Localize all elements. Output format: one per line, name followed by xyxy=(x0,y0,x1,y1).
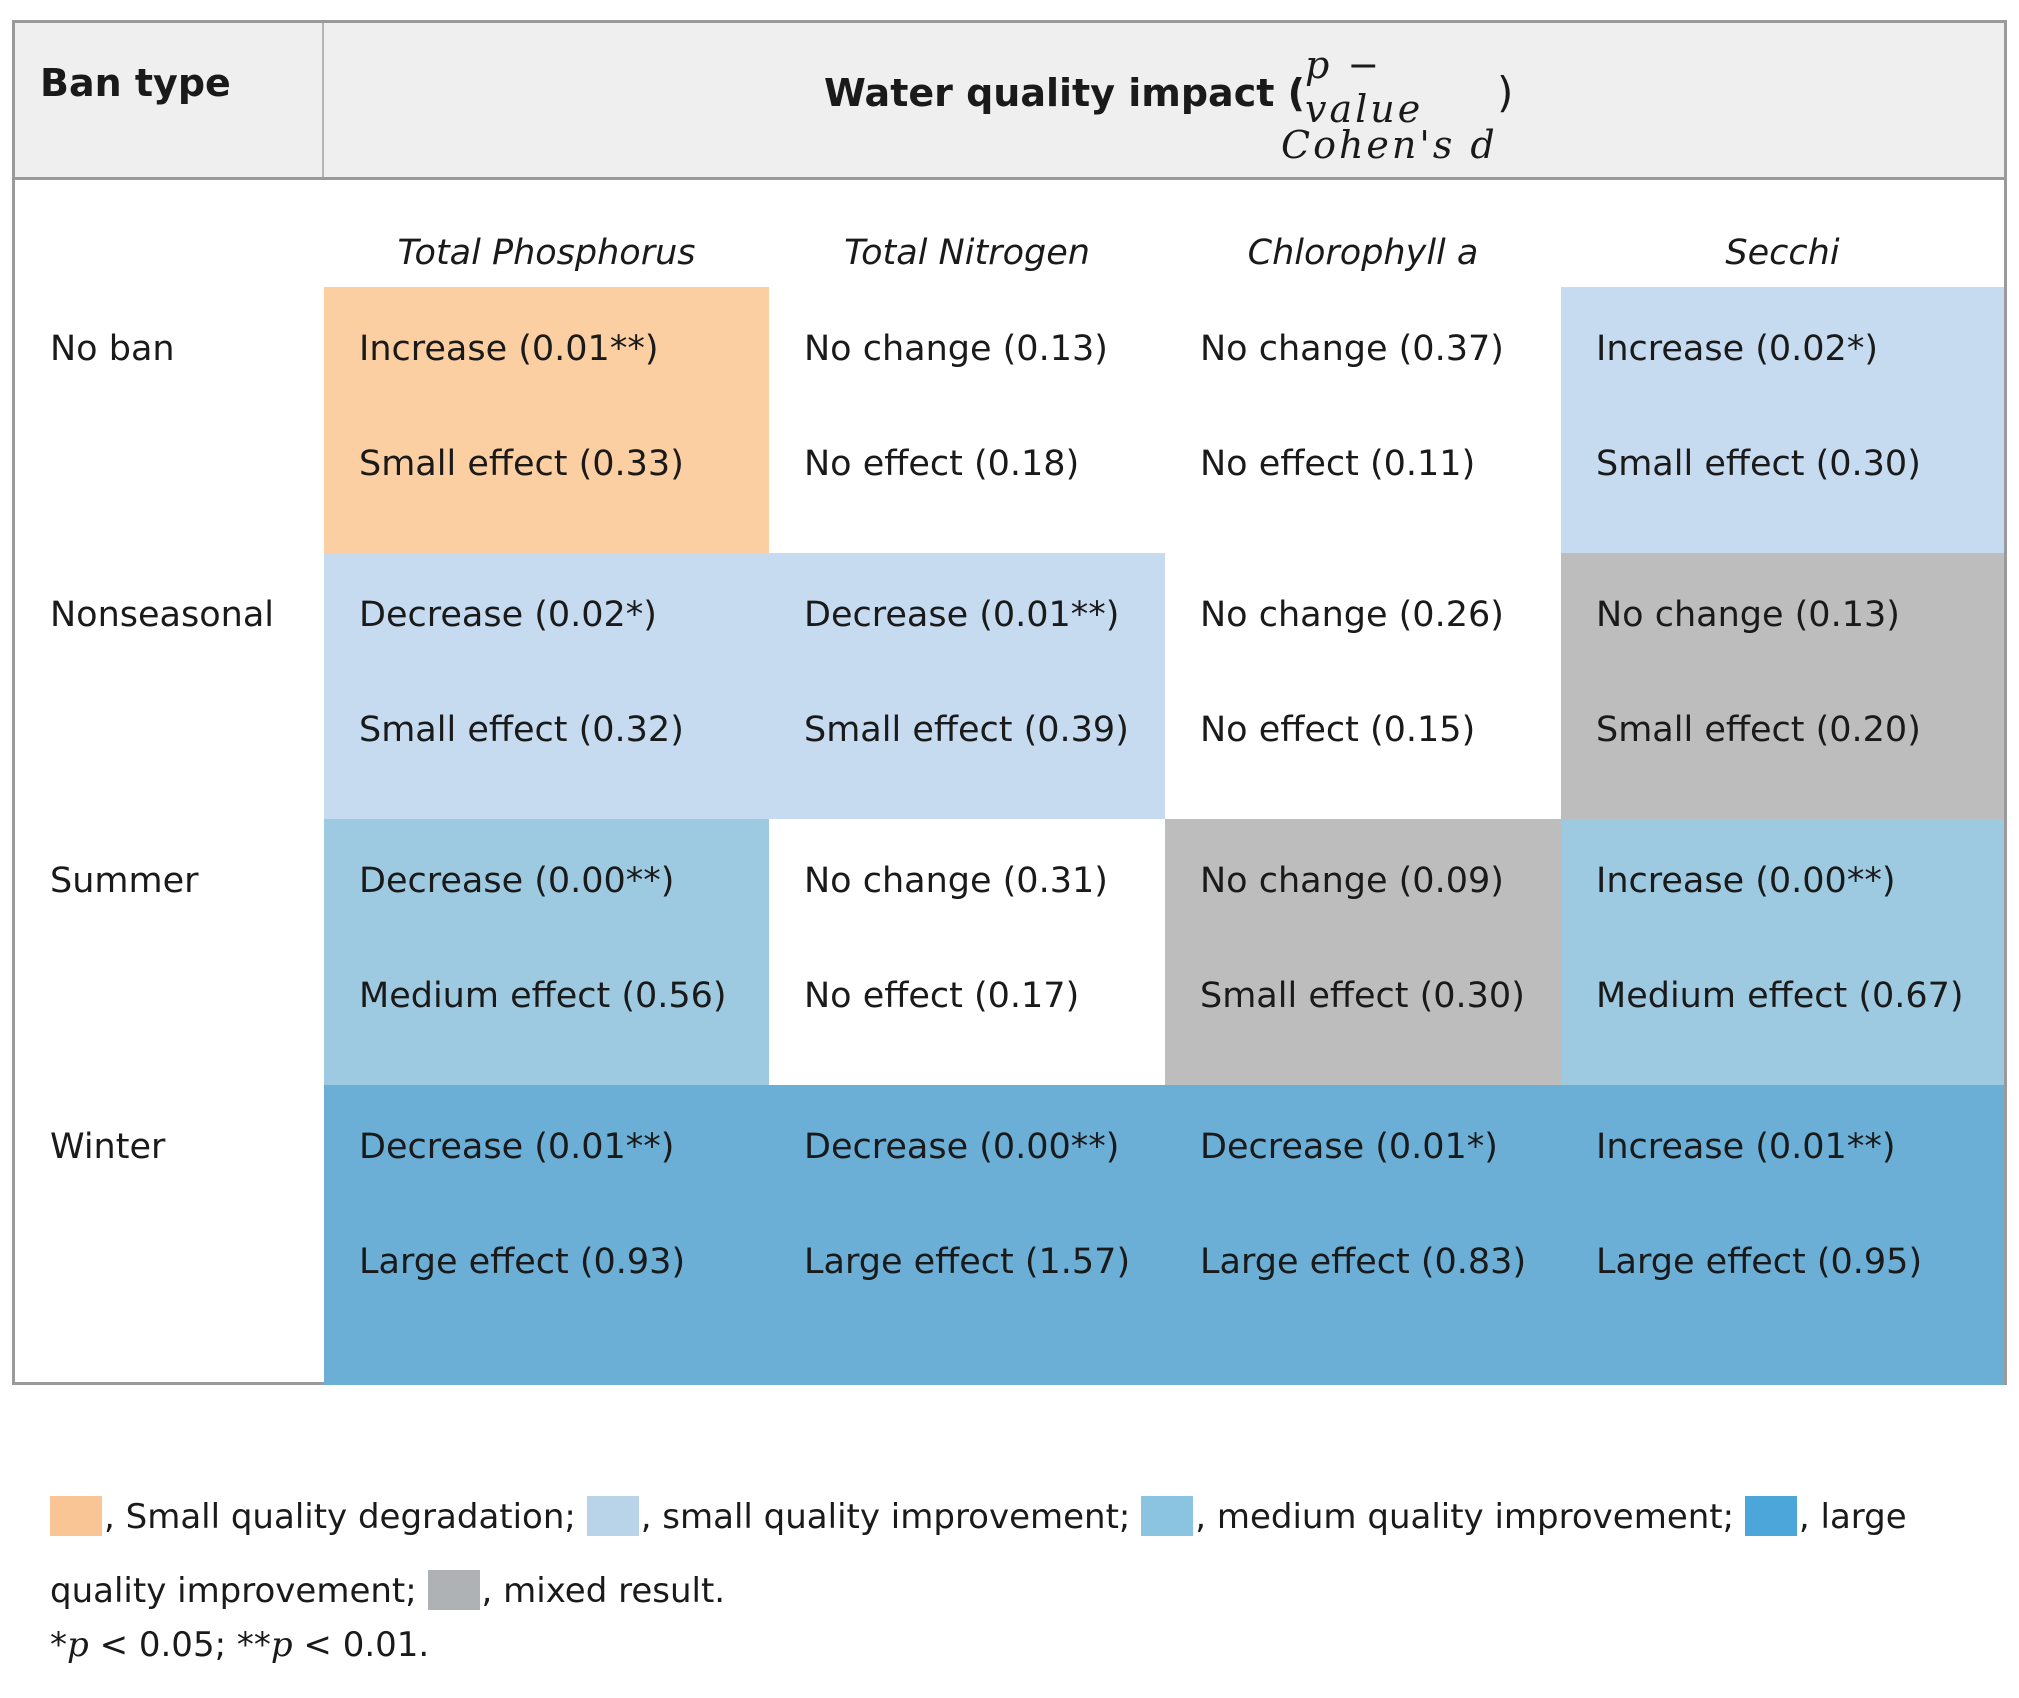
cell-direction-text: Increase (0.02*) xyxy=(1596,329,1878,369)
table-cell: No change (0.13) Small effect (0.20) xyxy=(1561,553,2004,819)
table-cell: Decrease (0.00**) Large effect (1.57) xyxy=(769,1085,1165,1385)
cell-direction-text: No change (0.13) xyxy=(804,329,1108,369)
legend-swatch-large-improvement xyxy=(1744,1496,1797,1536)
cell-direction-text: No change (0.09) xyxy=(1200,861,1504,901)
significance-footnote: *p < 0.05; **p < 0.01. xyxy=(50,1625,429,1665)
table-cell: Increase (0.01**) Large effect (0.95) xyxy=(1561,1085,2004,1385)
cell-direction-text: Increase (0.00**) xyxy=(1596,861,1896,901)
table-cell: No change (0.13) No effect (0.18) xyxy=(769,287,1165,553)
table-cell: Decrease (0.02*) Small effect (0.32) xyxy=(324,553,769,819)
ban-type-header: Ban type xyxy=(40,61,231,105)
legend-label-small-degradation: , Small quality degradation; xyxy=(104,1497,587,1537)
cell-effect-text: Small effect (0.30) xyxy=(1200,976,1525,1016)
cell-direction-text: No change (0.31) xyxy=(804,861,1108,901)
cell-direction-text: No change (0.26) xyxy=(1200,595,1504,635)
footnote-p2: p xyxy=(270,1625,293,1665)
closing-parenthesis: ) xyxy=(1497,68,1514,117)
legend-swatch-small-improvement xyxy=(586,1496,639,1536)
legend-label-mixed: , mixed result. xyxy=(481,1571,726,1611)
fraction-denominator: Cohen's d xyxy=(1281,123,1498,167)
table-cell: Decrease (0.00**) Medium effect (0.56) xyxy=(324,819,769,1085)
cell-direction-text: Decrease (0.01**) xyxy=(359,1127,675,1167)
cell-effect-text: Large effect (0.95) xyxy=(1596,1242,1923,1282)
cell-direction-text: Increase (0.01**) xyxy=(1596,1127,1896,1167)
cell-effect-text: No effect (0.11) xyxy=(1200,444,1476,484)
column-header: Secchi xyxy=(1725,233,1840,273)
cell-effect-text: Small effect (0.32) xyxy=(359,710,684,750)
table-cell: Decrease (0.01*) Large effect (0.83) xyxy=(1165,1085,1561,1385)
table-cell: Decrease (0.01**) Large effect (0.93) xyxy=(324,1085,769,1385)
footnote-p1: p xyxy=(67,1625,89,1665)
cell-effect-text: Large effect (0.83) xyxy=(1200,1242,1527,1282)
table-cell: Decrease (0.01**) Small effect (0.39) xyxy=(769,553,1165,819)
cell-effect-text: No effect (0.15) xyxy=(1200,710,1476,750)
cell-direction-text: Decrease (0.01*) xyxy=(1200,1127,1498,1167)
table-cell: No change (0.26) No effect (0.15) xyxy=(1165,553,1561,819)
table-cell: No change (0.31) No effect (0.17) xyxy=(769,819,1165,1085)
cell-effect-text: No effect (0.18) xyxy=(804,444,1080,484)
pvalue-cohens-fraction: p − value Cohen's d xyxy=(1275,43,1495,167)
column-header: Total Nitrogen xyxy=(844,233,1090,273)
results-table: Ban type Water quality impact ( p − valu… xyxy=(12,20,2007,1385)
cell-direction-text: Increase (0.01**) xyxy=(359,329,659,369)
cell-direction-text: No change (0.13) xyxy=(1596,595,1900,635)
cell-direction-text: No change (0.37) xyxy=(1200,329,1504,369)
column-header: Chlorophyll a xyxy=(1247,233,1479,273)
cell-direction-text: Decrease (0.00**) xyxy=(804,1127,1120,1167)
cell-direction-text: Decrease (0.02*) xyxy=(359,595,657,635)
cell-direction-text: Decrease (0.01**) xyxy=(804,595,1120,635)
legend-swatch-small-degradation xyxy=(50,1496,102,1536)
footnote-star: * xyxy=(50,1625,67,1665)
legend-label-small-improvement: , small quality improvement; xyxy=(640,1497,1142,1537)
table-cell: Increase (0.02*) Small effect (0.30) xyxy=(1561,287,2004,553)
legend-label-large-improvement: , large quality improvement; xyxy=(50,1497,1907,1611)
row-label: Winter xyxy=(50,1127,166,1167)
cell-effect-text: Small effect (0.30) xyxy=(1596,444,1921,484)
cell-effect-text: Medium effect (0.67) xyxy=(1596,976,1964,1016)
cell-direction-text: Decrease (0.00**) xyxy=(359,861,675,901)
cell-effect-text: Small effect (0.20) xyxy=(1596,710,1921,750)
row-label: Nonseasonal xyxy=(50,595,274,635)
footnote-text1: < 0.05; ** xyxy=(88,1625,271,1665)
table-cell: Increase (0.01**) Small effect (0.33) xyxy=(324,287,769,553)
legend: , Small quality degradation; , small qua… xyxy=(50,1480,1990,1628)
fraction-numerator: p − value xyxy=(1305,43,1424,131)
legend-label-medium-improvement: , medium quality improvement; xyxy=(1195,1497,1745,1537)
cell-effect-text: Small effect (0.33) xyxy=(359,444,684,484)
cell-effect-text: Small effect (0.39) xyxy=(804,710,1129,750)
table-cell: No change (0.09) Small effect (0.30) xyxy=(1165,819,1561,1085)
legend-swatch-mixed xyxy=(427,1570,480,1610)
table-header: Ban type Water quality impact ( p − valu… xyxy=(15,23,2004,180)
cell-effect-text: Large effect (0.93) xyxy=(359,1242,686,1282)
water-quality-impact-header: Water quality impact ( xyxy=(824,71,1305,115)
legend-swatch-medium-improvement xyxy=(1141,1496,1194,1536)
cell-effect-text: Large effect (1.57) xyxy=(804,1242,1131,1282)
header-divider xyxy=(322,23,324,177)
footnote-text2: < 0.01. xyxy=(292,1625,430,1665)
row-label: Summer xyxy=(50,861,199,901)
table-cell: Increase (0.00**) Medium effect (0.67) xyxy=(1561,819,2004,1085)
cell-effect-text: Medium effect (0.56) xyxy=(359,976,727,1016)
cell-effect-text: No effect (0.17) xyxy=(804,976,1080,1016)
column-header: Total Phosphorus xyxy=(397,233,696,273)
row-label: No ban xyxy=(50,329,175,369)
table-cell: No change (0.37) No effect (0.11) xyxy=(1165,287,1561,553)
